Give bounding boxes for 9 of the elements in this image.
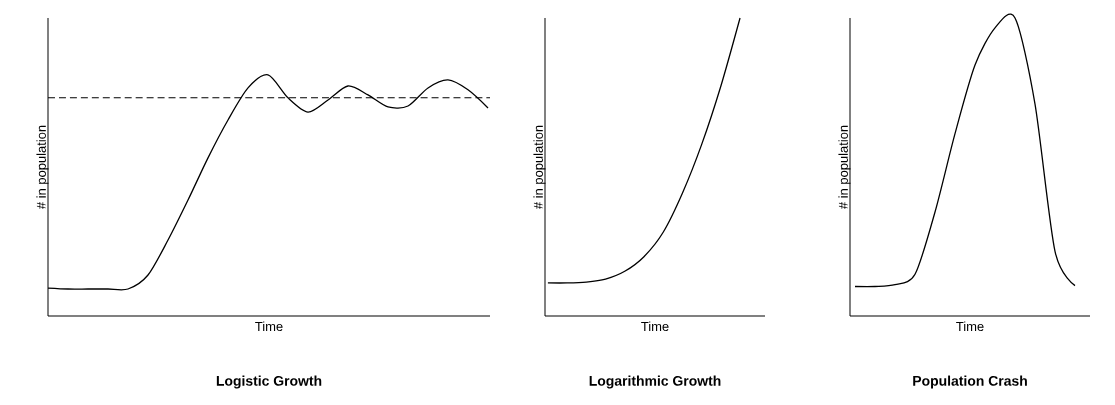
- x-axis-title: Time: [956, 321, 984, 332]
- y-axis-title: # in population: [36, 125, 49, 210]
- x-axis-title: Time: [255, 321, 283, 332]
- text: Logistic Growth: [216, 375, 322, 389]
- text: Population Crash: [913, 375, 1027, 389]
- text: Logarithmic Growth: [589, 375, 721, 389]
- x-axis-title: Time: [641, 321, 669, 332]
- y-axis-title: # in population: [533, 125, 546, 210]
- y-axis-title: # in population: [838, 125, 851, 210]
